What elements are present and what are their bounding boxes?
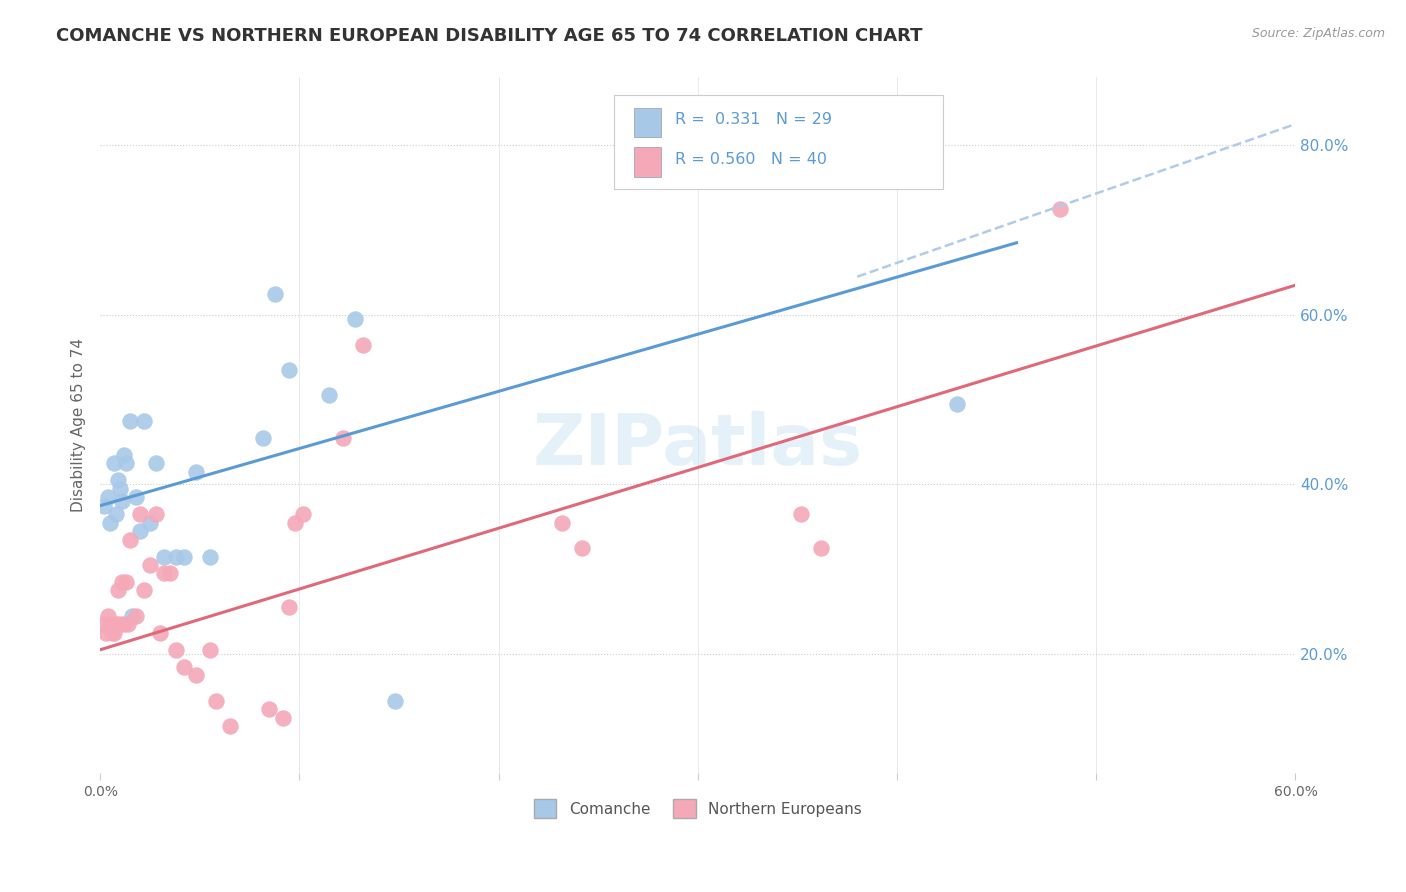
Point: [115, 574, 138, 589]
Point: [273, 711, 295, 725]
Point: [149, 625, 172, 640]
Point: [278, 600, 301, 615]
Bar: [634, 147, 661, 177]
Point: [98, 617, 121, 632]
Point: [97, 490, 120, 504]
Point: [204, 693, 226, 707]
Legend: Comanche, Northern Europeans: Comanche, Northern Europeans: [527, 793, 868, 824]
Point: [129, 507, 152, 521]
Point: [112, 448, 135, 462]
Point: [97, 608, 120, 623]
Point: [184, 668, 207, 682]
Point: [103, 456, 125, 470]
Point: [332, 431, 354, 445]
Point: [153, 566, 176, 581]
Text: ZIPatlas: ZIPatlas: [533, 411, 863, 481]
Point: [98, 516, 121, 530]
Bar: [634, 108, 661, 137]
Text: R =  0.331   N = 29: R = 0.331 N = 29: [675, 112, 832, 127]
Point: [571, 541, 593, 555]
Point: [153, 549, 176, 564]
Point: [108, 617, 131, 632]
Point: [94, 625, 117, 640]
Point: [132, 583, 155, 598]
Point: [129, 524, 152, 538]
Point: [159, 566, 181, 581]
Point: [108, 482, 131, 496]
Point: [1049, 202, 1071, 216]
Point: [264, 286, 287, 301]
Point: [101, 625, 124, 640]
Point: [173, 659, 195, 673]
Point: [145, 507, 167, 521]
Point: [118, 533, 141, 547]
Point: [139, 558, 162, 572]
Point: [384, 693, 406, 707]
Point: [118, 414, 141, 428]
Point: [252, 431, 274, 445]
Point: [111, 494, 134, 508]
Point: [125, 608, 148, 623]
Point: [103, 625, 125, 640]
Point: [111, 574, 134, 589]
Point: [165, 549, 187, 564]
Point: [145, 456, 167, 470]
Point: [352, 337, 374, 351]
Point: [93, 617, 115, 632]
Text: Source: ZipAtlas.com: Source: ZipAtlas.com: [1251, 27, 1385, 40]
Point: [125, 490, 148, 504]
Point: [218, 719, 240, 733]
Point: [344, 312, 367, 326]
Text: R = 0.560   N = 40: R = 0.560 N = 40: [675, 152, 827, 167]
Point: [117, 617, 139, 632]
Y-axis label: Disability Age 65 to 74: Disability Age 65 to 74: [72, 338, 86, 512]
Point: [132, 414, 155, 428]
Point: [810, 541, 832, 555]
Point: [278, 363, 301, 377]
Point: [551, 516, 574, 530]
Point: [259, 702, 281, 716]
Point: [93, 499, 115, 513]
Point: [107, 583, 129, 598]
Point: [790, 507, 813, 521]
Point: [121, 608, 143, 623]
Point: [198, 642, 221, 657]
Point: [105, 617, 128, 632]
Point: [318, 388, 340, 402]
Point: [184, 465, 207, 479]
Point: [165, 642, 187, 657]
Point: [112, 617, 135, 632]
Text: COMANCHE VS NORTHERN EUROPEAN DISABILITY AGE 65 TO 74 CORRELATION CHART: COMANCHE VS NORTHERN EUROPEAN DISABILITY…: [56, 27, 922, 45]
Point: [292, 507, 315, 521]
Point: [173, 549, 195, 564]
Point: [284, 516, 307, 530]
Point: [105, 507, 128, 521]
Point: [945, 397, 967, 411]
Point: [115, 456, 138, 470]
Point: [139, 516, 162, 530]
Point: [198, 549, 221, 564]
Point: [107, 473, 129, 487]
FancyBboxPatch shape: [614, 95, 943, 189]
